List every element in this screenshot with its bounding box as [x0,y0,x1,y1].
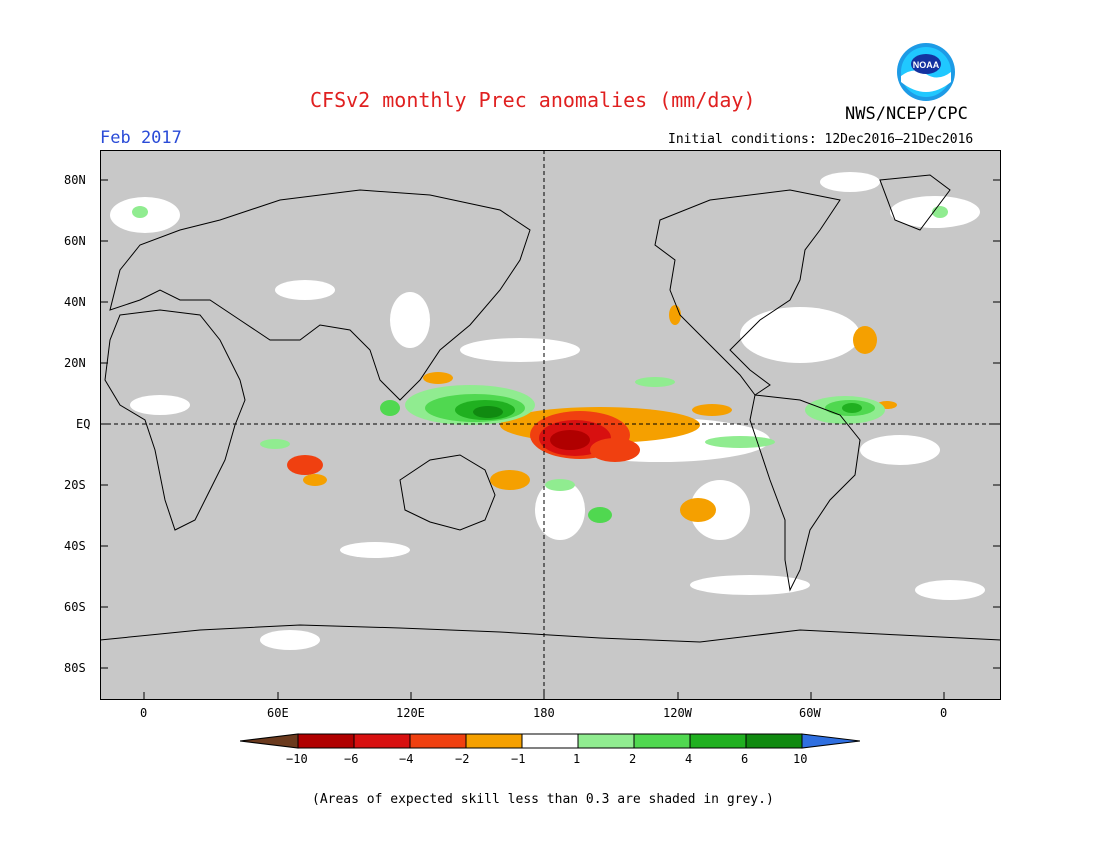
colorbar-swatch [240,733,299,749]
valid-month: Feb 2017 [100,128,182,148]
colorbar-swatch [465,733,523,749]
noaa-logo-icon: NOAA [897,43,955,101]
lat-label: 40S [64,539,86,553]
dry-anomalies [287,305,897,522]
colorbar-swatch [409,733,467,749]
colorbar-label: −10 [286,752,308,766]
colorbar-label: 4 [685,752,693,766]
lon-label: 120W [663,706,692,720]
coastlines [100,174,1001,643]
lat-label: 60N [64,234,86,248]
tick-marks [100,179,1001,700]
colorbar-swatch [689,733,747,749]
colorbar-label: −4 [399,752,414,766]
colorbar-swatch [801,733,860,749]
colorbar-swatch [297,733,355,749]
colorbar-label: −1 [511,752,526,766]
colorbar-label: 6 [741,752,749,766]
lon-label: 120E [396,706,425,720]
colorbar-swatch [633,733,691,749]
colorbar-swatch [521,733,579,749]
colorbar-swatch [577,733,635,749]
colorbar-label: −2 [455,752,470,766]
colorbar-swatch [745,733,803,749]
colorbar-label: 2 [629,752,637,766]
colorbar [240,733,860,749]
initial-conditions: Initial conditions: 12Dec2016–21Dec2016 [668,132,974,147]
colorbar-label: 1 [573,752,581,766]
lat-label: 40N [64,295,86,309]
lon-label: 60E [267,706,289,720]
agency-label: NWS/NCEP/CPC [845,104,968,124]
lat-label: EQ [76,417,91,431]
precip-anomaly-map [100,150,1001,700]
footnote: (Areas of expected skill less than 0.3 a… [312,792,774,807]
colorbar-label: −6 [344,752,359,766]
wet-anomalies [132,206,948,523]
lon-label: 60W [799,706,821,720]
lon-label: 0 [940,706,948,720]
lat-label: 80N [64,173,86,187]
colorbar-label: 10 [793,752,808,766]
lat-label: 80S [64,661,86,675]
map-title: CFSv2 monthly Prec anomalies (mm/day) [310,88,756,112]
lat-label: 60S [64,600,86,614]
logo-text: NOAA [913,60,940,70]
lon-label: 180 [533,706,555,720]
colorbar-swatch [353,733,411,749]
lon-label: 0 [140,706,148,720]
lat-label: 20N [64,356,86,370]
lat-label: 20S [64,478,86,492]
